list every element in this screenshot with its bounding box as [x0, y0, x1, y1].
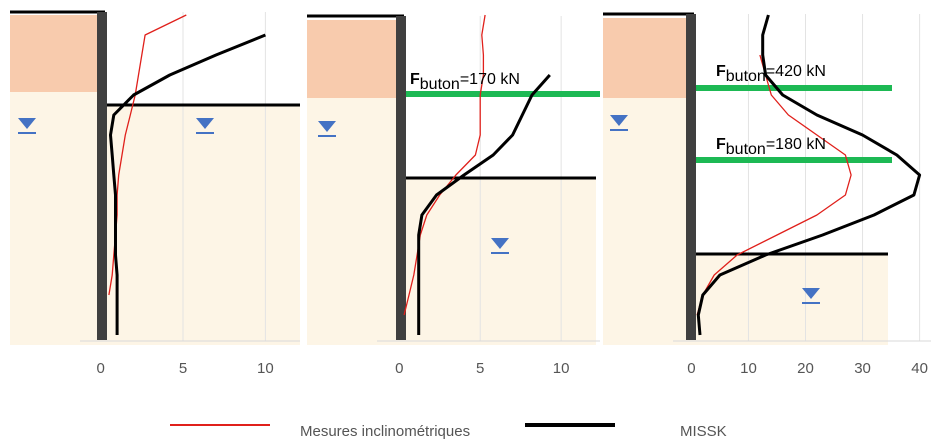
force-subscript: buton [420, 76, 460, 93]
strut-force: Fbuton=420 kN [716, 63, 826, 85]
force-value: =170 kN [460, 71, 520, 88]
data-line [696, 54, 852, 316]
x-tick-label: 0 [395, 360, 403, 377]
legend-label: Mesures inclinométriques [300, 423, 470, 440]
legend-label: MISSK [680, 423, 727, 440]
water-table [196, 118, 214, 129]
x-tick-label: 40 [911, 360, 928, 377]
retained-soil [603, 18, 686, 98]
retained-soil [10, 15, 97, 92]
excavation-soil [686, 254, 888, 345]
data-line [417, 74, 551, 335]
force-symbol: F [716, 63, 726, 80]
x-tick-label: 5 [179, 360, 187, 377]
water-table [18, 118, 36, 129]
force-subscript: buton [726, 141, 766, 158]
x-tick-label: 30 [854, 360, 871, 377]
force-value: =180 kN [766, 136, 826, 153]
water-table [491, 238, 509, 249]
x-tick-label: 5 [476, 360, 484, 377]
wall [97, 12, 107, 340]
water-table [802, 288, 820, 299]
water-table [318, 121, 336, 132]
x-tick-label: 20 [797, 360, 814, 377]
excavation-soil [396, 178, 596, 345]
retained-soil [307, 20, 396, 98]
data-line [109, 33, 266, 335]
x-tick-label: 10 [740, 360, 757, 377]
x-tick-label: 0 [687, 360, 695, 377]
data-line [403, 14, 486, 316]
strut-force: Fbuton=180 kN [716, 136, 826, 158]
strut-force: Fbuton=170 kN [410, 71, 520, 93]
x-tick-label: 10 [553, 360, 570, 377]
excavation-soil [97, 105, 300, 345]
force-symbol: F [410, 71, 420, 88]
water-table [610, 115, 628, 126]
x-tick-label: 0 [96, 360, 104, 377]
data-line [696, 14, 922, 336]
force-subscript: buton [726, 68, 766, 85]
wall [686, 14, 696, 340]
force-symbol: F [716, 136, 726, 153]
x-tick-label: 10 [257, 360, 274, 377]
wall [396, 16, 406, 340]
force-value: =420 kN [766, 63, 826, 80]
